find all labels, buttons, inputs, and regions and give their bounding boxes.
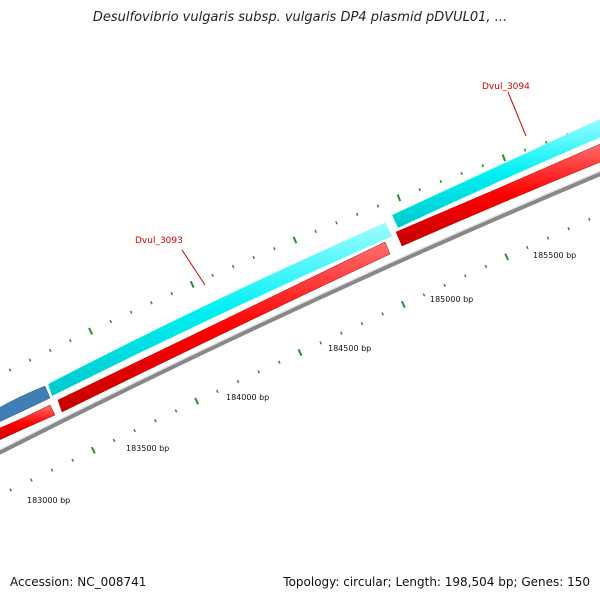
- inner-tick: [216, 389, 219, 394]
- inner-tick: [422, 293, 426, 297]
- gene-label-dvul-3094[interactable]: Dvul_3094: [482, 82, 530, 92]
- gene-leader-3094: [507, 91, 527, 137]
- outer-tick: [355, 212, 359, 217]
- outer-tick: [231, 264, 235, 269]
- inner-tick: [194, 397, 200, 405]
- outer-tick: [273, 247, 276, 251]
- tick-label-185500: 185500 bp: [533, 251, 576, 260]
- inner-tick: [90, 446, 96, 454]
- inner-tick: [588, 217, 591, 222]
- inner-tick: [9, 488, 12, 492]
- outer-tick: [501, 154, 507, 162]
- tick-label-183000: 183000 bp: [27, 496, 70, 505]
- gene-leader-3093: [181, 249, 206, 286]
- outer-tick: [439, 179, 442, 184]
- tick-label-184000: 184000 bp: [226, 393, 269, 402]
- outer-tick: [314, 229, 317, 234]
- outer-tick: [460, 171, 463, 176]
- inner-tick: [340, 331, 343, 335]
- inner-tick: [257, 370, 260, 374]
- inner-tick: [154, 419, 157, 423]
- outer-tick: [170, 291, 174, 296]
- outer-tick: [396, 194, 402, 202]
- inner-tick: [112, 438, 116, 443]
- outer-tick: [189, 280, 195, 289]
- outer-tick: [376, 204, 380, 208]
- outer-tick: [28, 358, 32, 362]
- outer-tick: [8, 368, 12, 372]
- tick-label-183500: 183500 bp: [126, 444, 169, 453]
- tick-label-185000: 185000 bp: [430, 295, 473, 304]
- outer-tick: [544, 140, 548, 145]
- inner-tick: [297, 348, 303, 357]
- backbone-arc: [0, 172, 600, 455]
- gene-label-dvul-3093[interactable]: Dvul_3093: [135, 236, 183, 246]
- inner-tick: [464, 274, 467, 278]
- outer-tick: [88, 327, 93, 335]
- inner-tick: [567, 227, 570, 231]
- topology-text: Topology: circular; Length: 198,504 bp; …: [283, 575, 590, 589]
- outer-tick: [418, 187, 422, 192]
- outer-tick: [109, 319, 113, 324]
- outer-tick: [48, 348, 52, 353]
- inner-tick: [133, 428, 136, 433]
- inner-tick: [278, 360, 281, 364]
- inner-tick: [381, 312, 384, 316]
- red-track-right[interactable]: [395, 142, 600, 247]
- blue-gene[interactable]: [0, 385, 51, 424]
- accession-text: Accession: NC_008741: [10, 575, 147, 589]
- map-title: Desulfovibrio vulgaris subsp. vulgaris D…: [92, 10, 508, 25]
- outer-tick: [150, 301, 153, 305]
- inner-tick: [360, 321, 364, 326]
- inner-tick: [71, 458, 74, 462]
- cyan-track-left[interactable]: [47, 222, 393, 397]
- inner-tick: [484, 264, 488, 269]
- inner-tick: [443, 283, 446, 288]
- inner-tick: [236, 379, 240, 384]
- tick-label-184500: 184500 bp: [328, 344, 371, 353]
- red-track-middle[interactable]: [57, 241, 391, 413]
- inner-tick: [319, 341, 322, 345]
- outer-tick: [523, 148, 527, 152]
- cyan-track-right[interactable]: [391, 117, 600, 229]
- outer-tick: [335, 221, 338, 225]
- inner-tick: [526, 245, 529, 250]
- outer-tick: [481, 163, 485, 168]
- outer-tick: [292, 236, 298, 244]
- inner-tick: [400, 300, 406, 309]
- outer-tick: [129, 310, 133, 314]
- inner-tick: [504, 253, 510, 261]
- inner-ticks: [9, 217, 591, 492]
- inner-tick: [30, 478, 33, 482]
- inner-tick: [546, 236, 550, 240]
- red-track-left[interactable]: [0, 404, 56, 442]
- backbone-highlight: [0, 170, 600, 451]
- inner-tick: [174, 409, 178, 413]
- outer-tick: [252, 255, 256, 260]
- outer-tick: [211, 273, 214, 278]
- inner-tick: [50, 468, 54, 472]
- outer-tick: [69, 339, 72, 343]
- outer-ticks: [8, 125, 590, 372]
